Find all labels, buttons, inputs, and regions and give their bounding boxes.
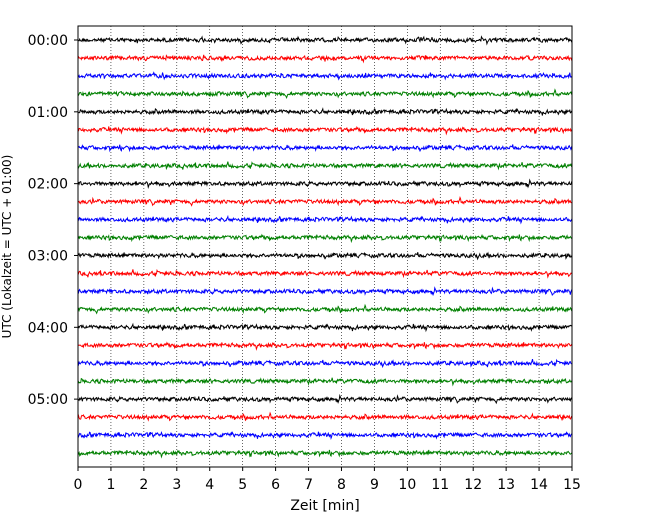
plot-frame: [77, 25, 573, 468]
y-tick-label: 02:00: [28, 177, 68, 193]
trace-0015: [77, 54, 573, 64]
x-tick-label: 2: [139, 477, 148, 493]
x-tick-label: 0: [74, 477, 83, 493]
trace-0130: [77, 144, 573, 153]
x-tick-label: 7: [304, 477, 313, 493]
y-tick-label: 05:00: [28, 392, 68, 408]
x-tick-label: 3: [172, 477, 181, 493]
trace-0445: [77, 377, 573, 387]
trace-0115: [77, 125, 573, 136]
trace-0415: [77, 341, 573, 351]
x-tick-label: 15: [563, 477, 581, 493]
trace-0245: [77, 233, 573, 244]
trace-0515: [77, 411, 573, 422]
x-tick-label: 4: [205, 477, 214, 493]
y-axis-title: UTC (Lokalzeit = UTC + 01:00): [0, 155, 14, 339]
y-tick-label: 04:00: [28, 320, 68, 336]
x-tick-label: 12: [464, 477, 482, 493]
x-tick-label: 13: [497, 477, 515, 493]
trace-0045: [77, 88, 573, 100]
trace-0300: [77, 251, 573, 261]
x-axis-ticks: 0 1 2 3 4 5 6 7 8 9 10 11 12 13 14 15: [74, 467, 581, 493]
trace-0200: [77, 178, 573, 189]
x-tick-label: 11: [431, 477, 449, 493]
trace-0400: [77, 322, 573, 333]
trace-0430: [77, 358, 573, 369]
x-axis-title: Zeit [min]: [290, 498, 359, 514]
x-tick-label: 8: [337, 477, 346, 493]
y-tick-label: 00:00: [28, 33, 68, 49]
x-tick-label: 10: [398, 477, 416, 493]
trace-0345: [77, 303, 573, 315]
y-tick-label: 01:00: [28, 105, 68, 121]
trace-0530: [77, 430, 573, 440]
trace-0215: [77, 196, 573, 207]
trace-0230: [77, 214, 573, 225]
trace-0030: [77, 71, 573, 81]
x-tick-label: 5: [238, 477, 247, 493]
trace-0500: [77, 393, 573, 405]
x-tick-label: 6: [271, 477, 280, 493]
trace-0145: [77, 161, 573, 171]
seismic-traces: [77, 35, 573, 459]
trace-0545: [77, 449, 573, 459]
x-tick-label: 14: [530, 477, 548, 493]
trace-0100: [77, 107, 573, 116]
x-tick-label: 9: [370, 477, 379, 493]
y-tick-label: 03:00: [28, 248, 68, 264]
trace-0315: [77, 268, 573, 279]
x-tick-label: 1: [106, 477, 115, 493]
y-axis-ticks: 00:00 01:00 02:00 03:00 04:00 05:00: [28, 33, 78, 408]
trace-0000: [77, 35, 573, 46]
trace-0330: [77, 286, 573, 297]
